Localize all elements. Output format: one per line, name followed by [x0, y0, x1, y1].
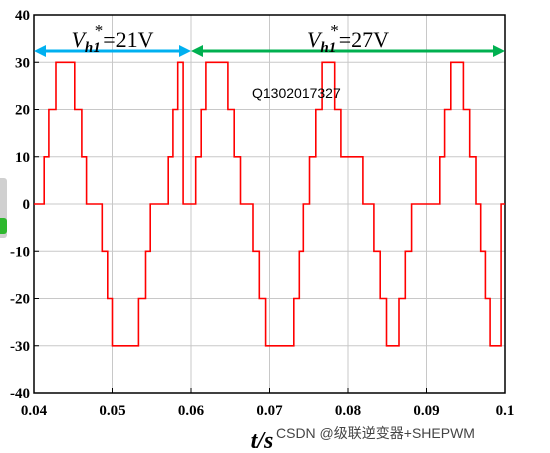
x-tick-label: 0.05 [99, 403, 125, 419]
annotation-superscript: * [330, 21, 339, 40]
annotation-1: Vh1*=27V [191, 21, 505, 57]
annotation-label: V [307, 27, 323, 52]
annotation-subscript: h1 [320, 40, 336, 56]
side-tab-accent-icon [0, 218, 7, 234]
x-tick-label: 0.07 [256, 403, 283, 419]
x-tick-label: 0.09 [413, 403, 439, 419]
x-tick-label: 0.1 [496, 403, 515, 419]
y-tick-label: -40 [10, 386, 30, 402]
arrowhead-left-icon [191, 45, 203, 57]
arrowhead-left-icon [34, 45, 46, 57]
x-tick-label: 0.08 [335, 403, 361, 419]
x-tick-label: 0.06 [178, 403, 205, 419]
annotation-text: =21V [103, 27, 153, 52]
footer-credit: CSDN @级联逆变器+SHEPWM [276, 425, 475, 441]
annotation-superscript: * [95, 21, 104, 40]
annotations: Vh1*=21V Vh1*=27V [34, 21, 505, 57]
y-tick-label: 10 [15, 150, 30, 166]
y-tick-label: 0 [23, 197, 31, 213]
side-scroll-tab[interactable] [0, 178, 7, 238]
annotation-subscript: h1 [85, 40, 101, 56]
x-tick-label: 0.04 [21, 403, 48, 419]
series-line-0 [34, 61, 505, 347]
arrowhead-right-icon [493, 45, 505, 57]
arrowhead-right-icon [179, 45, 191, 57]
y-tick-label: 40 [15, 8, 30, 24]
y-tick-label: -20 [10, 292, 30, 308]
annotation-label: Vh1*=27V [307, 21, 389, 56]
annotation-label: Vh1*=21V [71, 21, 153, 56]
annotation-text: =27V [339, 27, 389, 52]
annotation-label: V [71, 27, 87, 52]
watermark-text: Q1302017327 [252, 85, 341, 101]
y-tick-label: -10 [10, 244, 30, 260]
y-tick-label: 20 [15, 103, 30, 119]
y-tick-label: -30 [10, 339, 30, 355]
annotation-0: Vh1*=21V [34, 21, 191, 57]
x-axis-label: t/s [251, 428, 274, 453]
series-layer [34, 61, 505, 347]
y-tick-label: 30 [15, 55, 30, 71]
axis-ticks: 0.04 0.05 0.06 0.07 0.08 0.09 0.1 -40 -30 -20 -10 0… [10, 8, 514, 419]
